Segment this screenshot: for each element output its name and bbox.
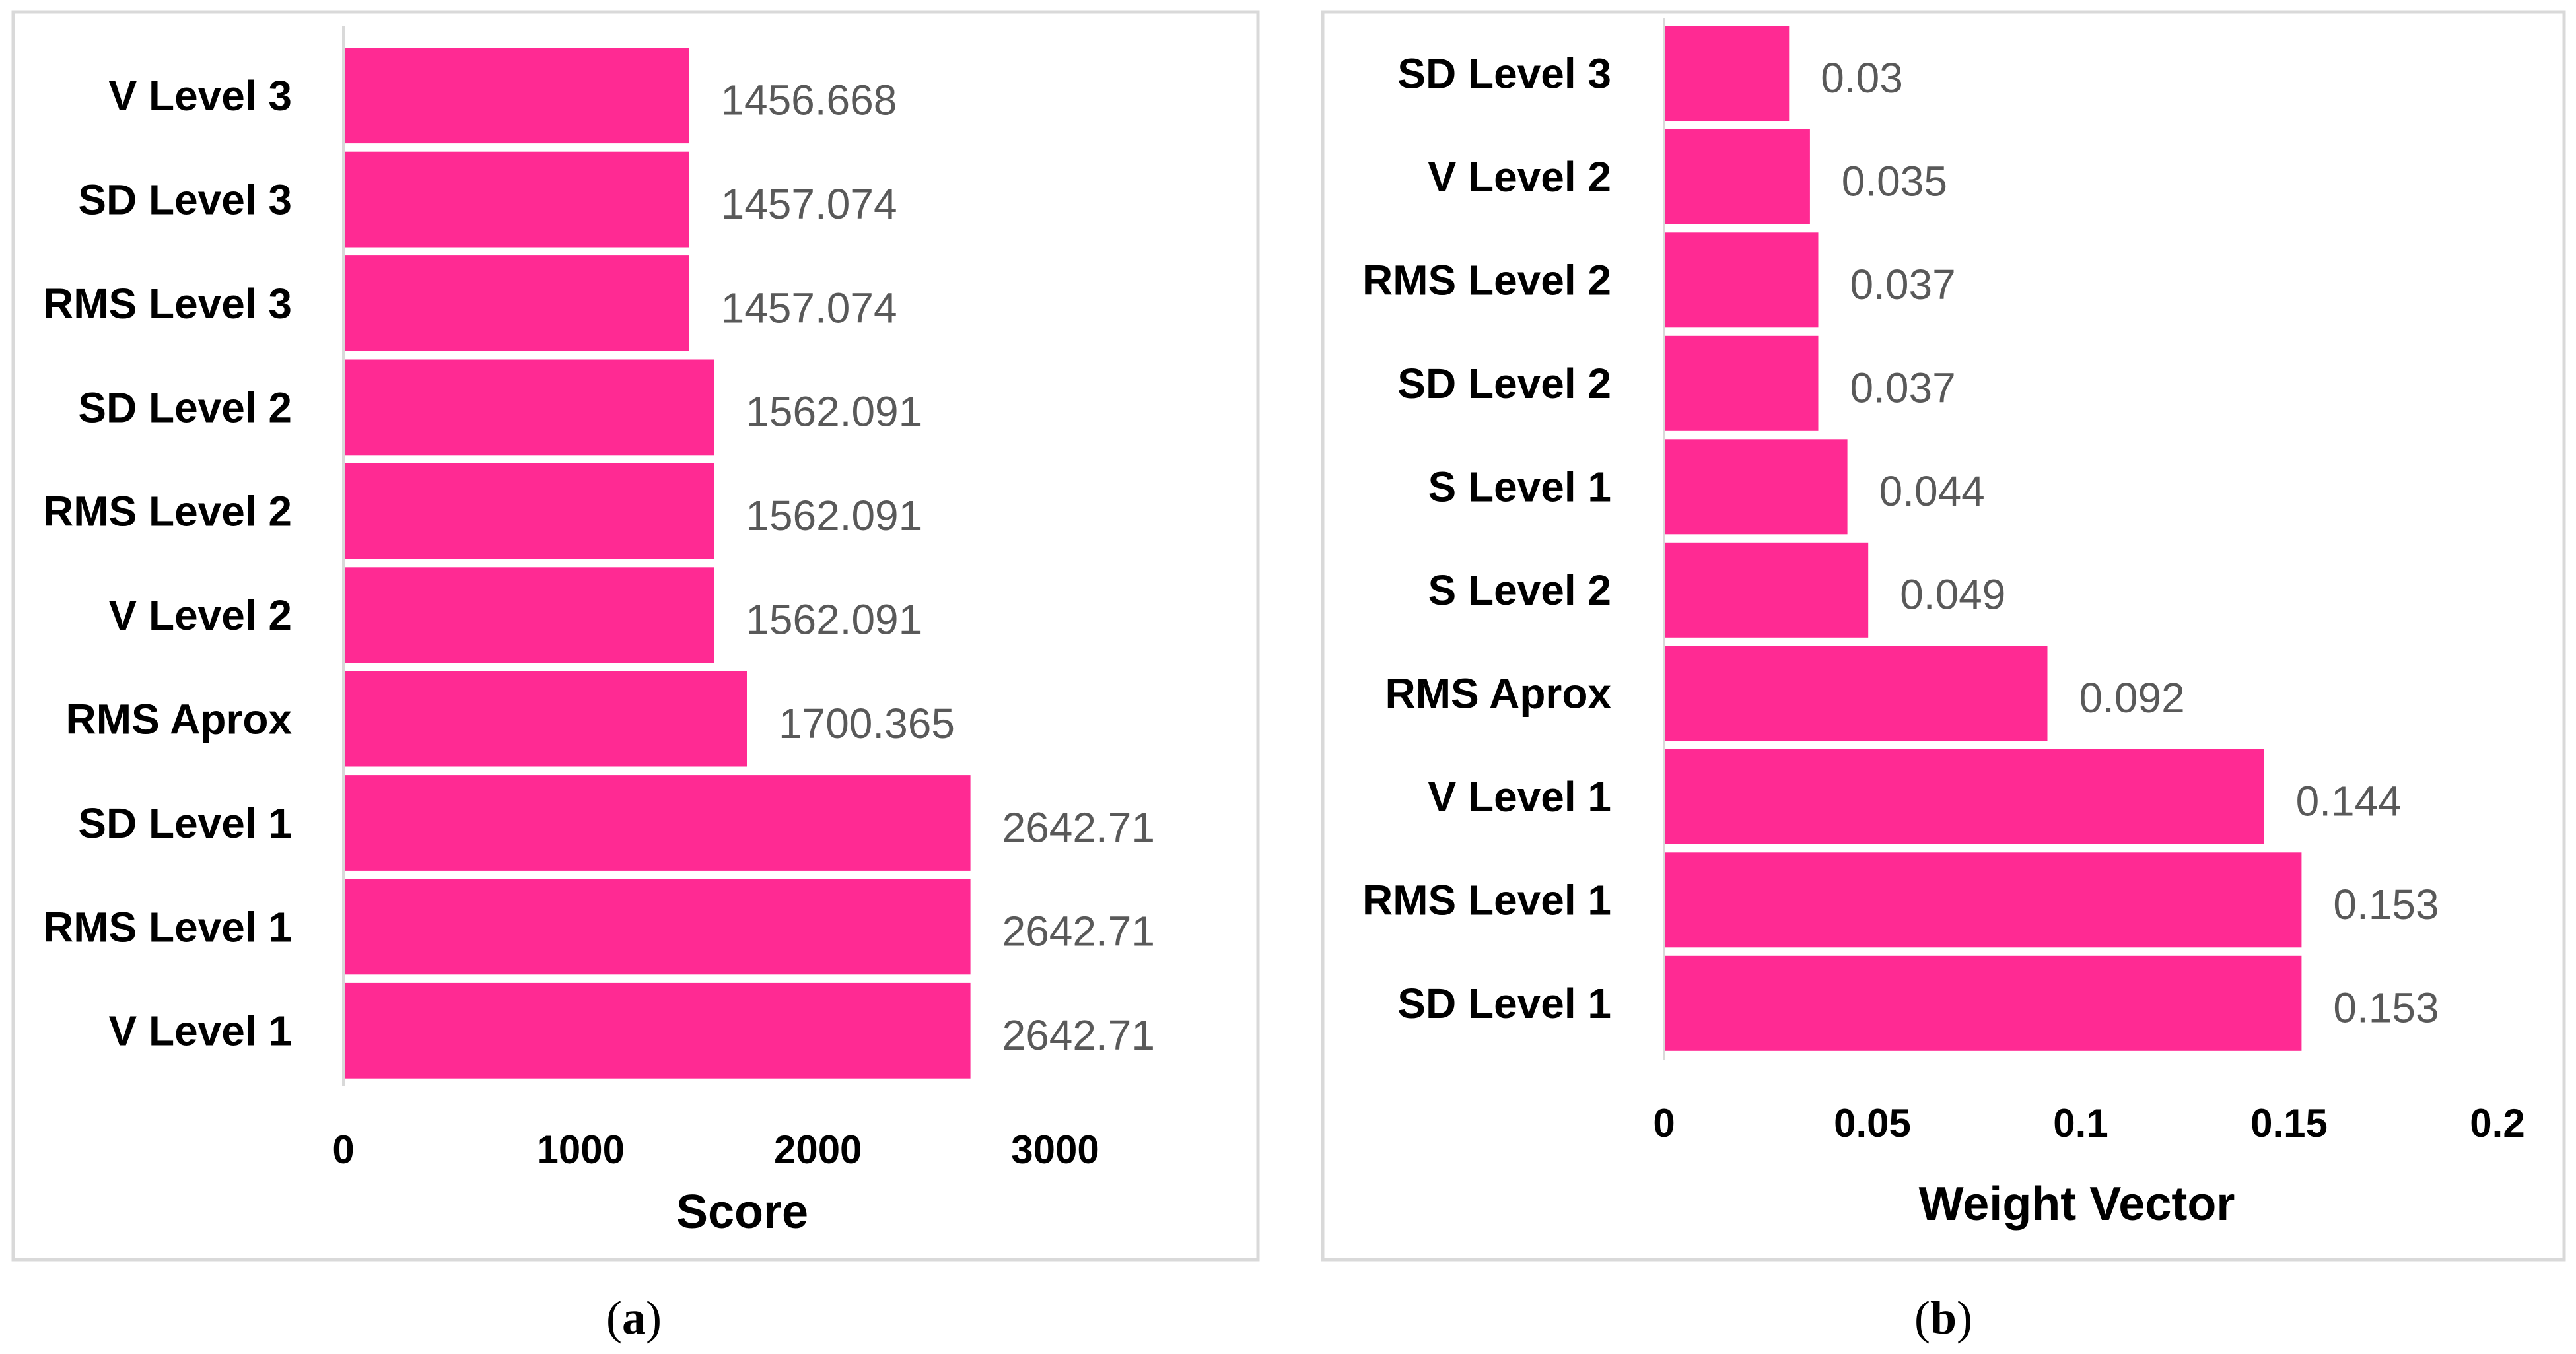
bar [1665, 129, 1810, 224]
data-label: 2642.71 [1002, 1011, 1155, 1059]
data-label: 1457.074 [721, 180, 897, 228]
category-label: V Level 1 [109, 1007, 293, 1055]
category-label: RMS Level 2 [43, 488, 292, 535]
category-label: SD Level 2 [78, 384, 292, 431]
category-label: SD Level 3 [78, 176, 292, 224]
bar [345, 879, 971, 975]
data-label: 0.153 [2333, 881, 2439, 928]
data-label: 0.037 [1850, 364, 1956, 412]
data-label: 0.049 [1900, 571, 2005, 619]
bar [1665, 542, 1869, 638]
caption-b-letter: b [1930, 1291, 1957, 1344]
data-label: 0.037 [1850, 261, 1956, 308]
category-label: RMS Aprox [65, 696, 292, 743]
bar [1665, 955, 2302, 1051]
bar [1665, 335, 1819, 431]
bar [1665, 852, 2302, 948]
data-label: 1562.091 [746, 388, 922, 436]
panel-b-bars [1665, 26, 2302, 1051]
chart-panel-a: V Level 3 SD Level 3 RMS Level 3 SD Level 2… [11, 10, 1260, 1262]
category-label: S Level 1 [1428, 463, 1612, 511]
panel-b-border [1321, 10, 2566, 1262]
x-tick-label: 0.15 [2250, 1101, 2328, 1145]
data-label: 0.035 [1842, 158, 1947, 205]
data-label: 0.153 [2333, 984, 2439, 1032]
category-label: SD Level 2 [1397, 360, 1611, 407]
caption-b: (b) [1914, 1291, 1972, 1344]
data-label: 1700.365 [779, 700, 955, 747]
panel-b-category-labels: SD Level 3 V Level 2 RMS Level 2 SD Level 2… [1362, 50, 1612, 1027]
caption-a-letter: a [622, 1291, 646, 1344]
caption-a: (a) [606, 1291, 662, 1344]
bar [345, 567, 714, 663]
data-label: 2642.71 [1002, 908, 1155, 955]
bar [345, 255, 689, 351]
data-label: 1456.668 [720, 77, 897, 124]
category-label: V Level 2 [1428, 153, 1612, 201]
category-label: SD Level 3 [1397, 50, 1611, 98]
x-tick-label: 1000 [537, 1128, 625, 1172]
bar [1665, 232, 1819, 328]
x-tick-label: 0.2 [2470, 1101, 2524, 1145]
bar [345, 463, 714, 559]
data-label: 0.092 [2079, 674, 2185, 722]
bar [1665, 749, 2264, 844]
bar [345, 48, 689, 144]
category-label: RMS Level 2 [1362, 257, 1611, 304]
data-label: 0.144 [2296, 778, 2402, 825]
bar [345, 359, 714, 456]
category-label: V Level 2 [109, 592, 293, 639]
data-label: 1457.074 [721, 284, 897, 331]
category-label: RMS Level 3 [43, 280, 292, 327]
bar [1665, 439, 1848, 535]
x-tick-label: 0 [332, 1128, 354, 1172]
category-label: S Level 2 [1428, 566, 1612, 614]
bar [345, 671, 747, 767]
data-label: 0.044 [1879, 467, 1985, 515]
panel-a-data-labels: 1456.668 1457.074 1457.074 1562.091 1562.091… [720, 77, 1155, 1060]
panel-b-x-axis-title: Weight Vector [1919, 1178, 2235, 1231]
panel-a-bars [345, 48, 971, 1079]
panel-b-data-labels: 0.03 0.035 0.037 0.037 0.044 0.049 0.092 0.144 0… [1821, 54, 2439, 1031]
category-label: RMS Level 1 [43, 903, 292, 951]
x-tick-label: 2000 [774, 1128, 862, 1172]
chart-panel-b: SD Level 3 V Level 2 RMS Level 2 SD Level 2… [1321, 10, 2566, 1262]
bar [345, 982, 971, 1079]
category-label: RMS Aprox [1385, 670, 1611, 718]
bar [345, 151, 689, 248]
x-tick-label: 0.05 [1834, 1101, 1911, 1145]
data-label: 2642.71 [1002, 803, 1155, 851]
x-tick-label: 3000 [1011, 1128, 1099, 1172]
category-label: V Level 3 [109, 72, 293, 119]
bar [1665, 26, 1790, 121]
bar [1665, 646, 2048, 741]
panel-b-tick-labels: 0 0.05 0.1 0.15 0.2 [1653, 1101, 2524, 1145]
x-tick-label: 0 [1653, 1101, 1675, 1145]
category-label: RMS Level 1 [1362, 877, 1611, 924]
panel-a-category-labels: V Level 3 SD Level 3 RMS Level 3 SD Level 2… [43, 72, 292, 1055]
category-label: V Level 1 [1428, 773, 1612, 821]
x-tick-label: 0.1 [2053, 1101, 2108, 1145]
panel-a-x-axis-title: Score [676, 1186, 808, 1238]
panel-a-tick-labels: 0 1000 2000 3000 [332, 1128, 1099, 1172]
category-label: SD Level 1 [1397, 980, 1611, 1027]
data-label: 0.03 [1821, 54, 1903, 102]
bar [345, 775, 971, 871]
category-label: SD Level 1 [78, 799, 292, 847]
data-label: 1562.091 [746, 492, 922, 539]
data-label: 1562.091 [746, 596, 922, 644]
